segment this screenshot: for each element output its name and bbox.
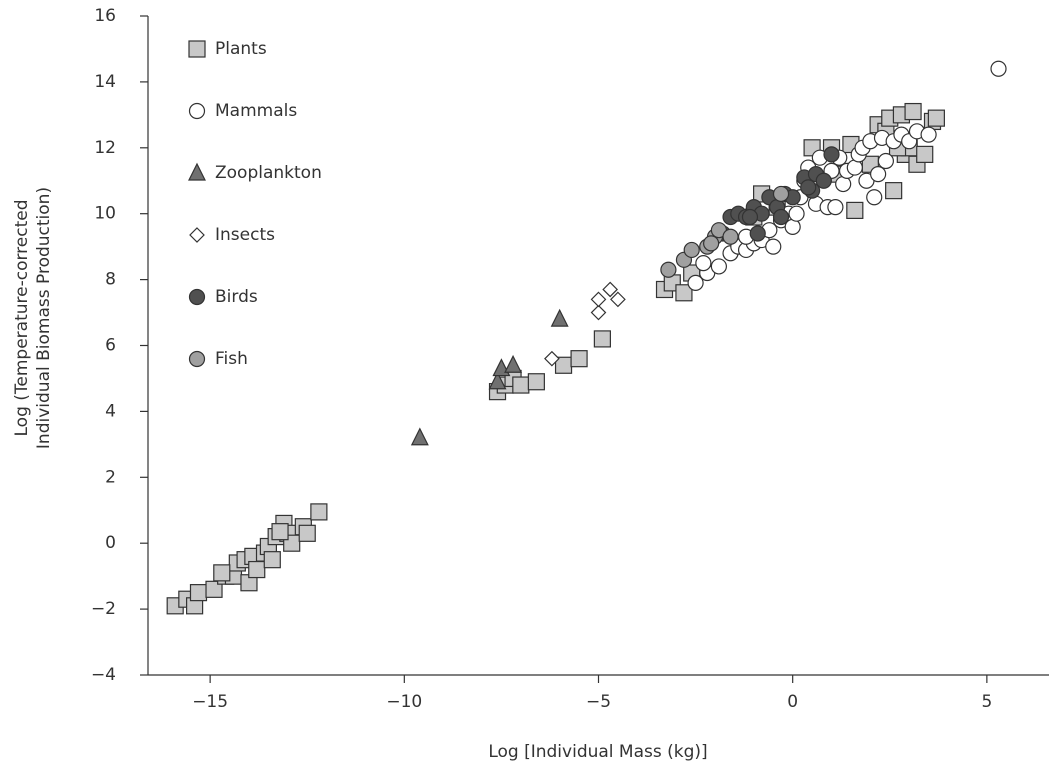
legend-label: Zooplankton [215, 163, 322, 183]
point [610, 291, 626, 308]
legend-marker [188, 288, 206, 306]
legend-label: Mammals [215, 101, 297, 121]
x-tick-label: −15 [192, 692, 228, 712]
point [248, 560, 266, 579]
y-tick-label: −2 [91, 599, 116, 619]
legend-label: Insects [215, 225, 275, 245]
point [660, 261, 677, 278]
point [927, 109, 945, 127]
point [488, 371, 507, 390]
y-tick-label: 16 [94, 6, 116, 26]
point [213, 564, 231, 582]
legend-marker [188, 162, 206, 181]
point [765, 238, 782, 255]
y-tick-label: 12 [94, 138, 116, 158]
point [823, 146, 840, 163]
point [263, 551, 281, 569]
point [602, 281, 618, 298]
point [271, 523, 289, 541]
y-tick-label: 4 [105, 401, 116, 421]
point [866, 189, 883, 206]
legend-marker [189, 227, 205, 243]
point [904, 102, 922, 121]
point [310, 503, 328, 521]
legend-label: Plants [215, 39, 267, 59]
y-tick-label: −4 [91, 665, 116, 685]
y-tick-label: 6 [105, 336, 116, 356]
point [749, 225, 766, 242]
point [544, 350, 560, 367]
point [590, 291, 607, 308]
x-tick-label: 0 [787, 692, 798, 712]
legend-label: Fish [215, 349, 248, 369]
point [920, 126, 937, 143]
point [722, 228, 739, 245]
y-tick-label: 0 [105, 533, 116, 553]
point [877, 152, 894, 170]
y-tick-label: 10 [94, 204, 116, 224]
point [570, 350, 588, 368]
point [741, 208, 759, 226]
legend-marker [188, 102, 206, 120]
x-tick-label: 5 [981, 692, 992, 712]
point [298, 524, 316, 542]
x-tick-label: −10 [386, 692, 422, 712]
point [788, 205, 805, 222]
point [189, 584, 208, 602]
point [916, 145, 934, 163]
x-tick-label: −5 [586, 692, 611, 712]
legend-marker [188, 40, 206, 58]
point [885, 182, 903, 200]
point [990, 60, 1007, 77]
point [703, 235, 720, 252]
point [710, 258, 727, 275]
point [870, 166, 887, 183]
point [772, 185, 790, 203]
y-axis-label-line: Individual Biomass Production) [34, 187, 54, 449]
point [527, 373, 545, 391]
point [675, 284, 693, 302]
point [504, 354, 523, 373]
point [512, 376, 530, 394]
point [846, 201, 864, 220]
legend-marker [188, 350, 206, 368]
y-axis-label: Log (Temperature-corrected Individual Bi… [12, 187, 54, 449]
point [687, 274, 704, 291]
point [695, 255, 712, 272]
y-tick-label: 14 [94, 72, 116, 92]
x-axis-label: Log [Individual Mass (kg)] [488, 742, 707, 762]
y-axis-label-line: Log (Temperature-corrected [12, 200, 32, 437]
point [590, 304, 607, 321]
point [827, 199, 844, 216]
point [683, 241, 700, 259]
legend-label: Birds [215, 287, 258, 307]
point [800, 179, 817, 196]
point [593, 330, 611, 348]
point [410, 427, 429, 446]
y-tick-label: 2 [105, 467, 116, 487]
y-tick-label: 8 [105, 270, 116, 290]
point [550, 308, 569, 327]
point [772, 208, 790, 226]
point [815, 172, 832, 189]
